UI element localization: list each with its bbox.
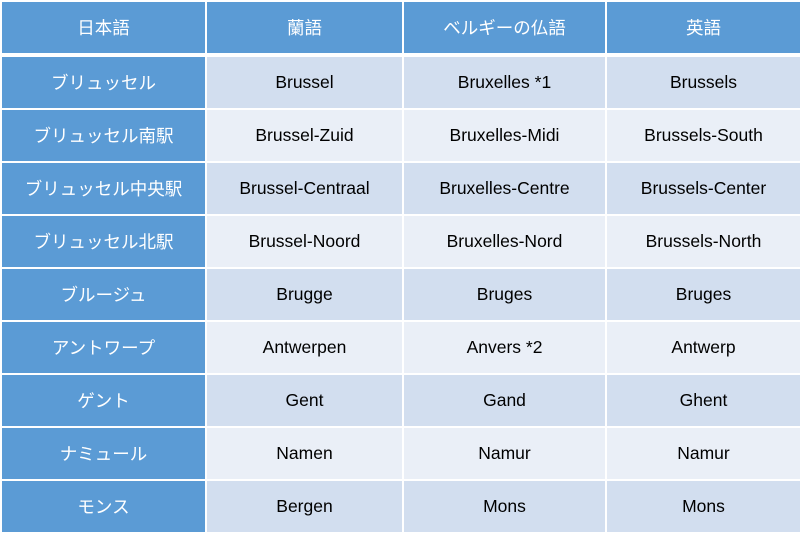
cell-english: Brussels-Center (605, 161, 800, 216)
cell-english: Brussels (605, 54, 800, 110)
cell-japanese: ブリュッセル北駅 (0, 214, 207, 269)
cell-japanese: ブリュッセル南駅 (0, 108, 207, 163)
cell-english: Mons (605, 479, 800, 534)
cell-belgian-french: Bruxelles-Midi (402, 108, 607, 163)
cell-belgian-french: Namur (402, 426, 607, 481)
cell-dutch: Namen (205, 426, 404, 481)
table-row: ブルージュ Brugge Bruges Bruges (0, 267, 800, 322)
cell-english: Brussels-South (605, 108, 800, 163)
cell-japanese: ブリュッセル中央駅 (0, 161, 207, 216)
cell-japanese: ブルージュ (0, 267, 207, 322)
cell-belgian-french: Gand (402, 373, 607, 428)
cell-belgian-french: Bruxelles-Nord (402, 214, 607, 269)
table-row: ゲント Gent Gand Ghent (0, 373, 800, 428)
cell-dutch: Brugge (205, 267, 404, 322)
cell-dutch: Brussel-Noord (205, 214, 404, 269)
header-row: 日本語 蘭語 ベルギーの仏語 英語 (0, 0, 800, 57)
cell-japanese: アントワープ (0, 320, 207, 375)
cell-japanese: ブリュッセル (0, 54, 207, 110)
header-dutch: 蘭語 (205, 0, 404, 57)
table-row: モンス Bergen Mons Mons (0, 479, 800, 534)
cell-english: Antwerp (605, 320, 800, 375)
cell-belgian-french: Anvers *2 (402, 320, 607, 375)
cell-belgian-french: Bruxelles *1 (402, 54, 607, 110)
table-row: ブリュッセル北駅 Brussel-Noord Bruxelles-Nord Bruss… (0, 214, 800, 269)
cell-dutch: Brussel-Centraal (205, 161, 404, 216)
cell-english: Bruges (605, 267, 800, 322)
table-row: ブリュッセル中央駅 Brussel-Centraal Bruxelles-Centr… (0, 161, 800, 216)
table-row: ブリュッセル Brussel Bruxelles *1 Brussels (0, 54, 800, 110)
cell-english: Brussels-North (605, 214, 800, 269)
header-japanese: 日本語 (0, 0, 207, 57)
cell-dutch: Gent (205, 373, 404, 428)
cell-dutch: Bergen (205, 479, 404, 534)
cell-japanese: モンス (0, 479, 207, 534)
table-row: ナミュール Namen Namur Namur (0, 426, 800, 481)
cell-english: Namur (605, 426, 800, 481)
table-row: ブリュッセル南駅 Brussel-Zuid Bruxelles-Midi Brusse… (0, 108, 800, 163)
cell-english: Ghent (605, 373, 800, 428)
header-belgian-french: ベルギーの仏語 (402, 0, 607, 57)
cell-belgian-french: Bruges (402, 267, 607, 322)
cell-dutch: Brussel-Zuid (205, 108, 404, 163)
cell-japanese: ナミュール (0, 426, 207, 481)
cell-dutch: Antwerpen (205, 320, 404, 375)
header-english: 英語 (605, 0, 800, 57)
cell-dutch: Brussel (205, 54, 404, 110)
cell-belgian-french: Bruxelles-Centre (402, 161, 607, 216)
cell-belgian-french: Mons (402, 479, 607, 534)
table-row: アントワープ Antwerpen Anvers *2 Antwerp (0, 320, 800, 375)
cell-japanese: ゲント (0, 373, 207, 428)
